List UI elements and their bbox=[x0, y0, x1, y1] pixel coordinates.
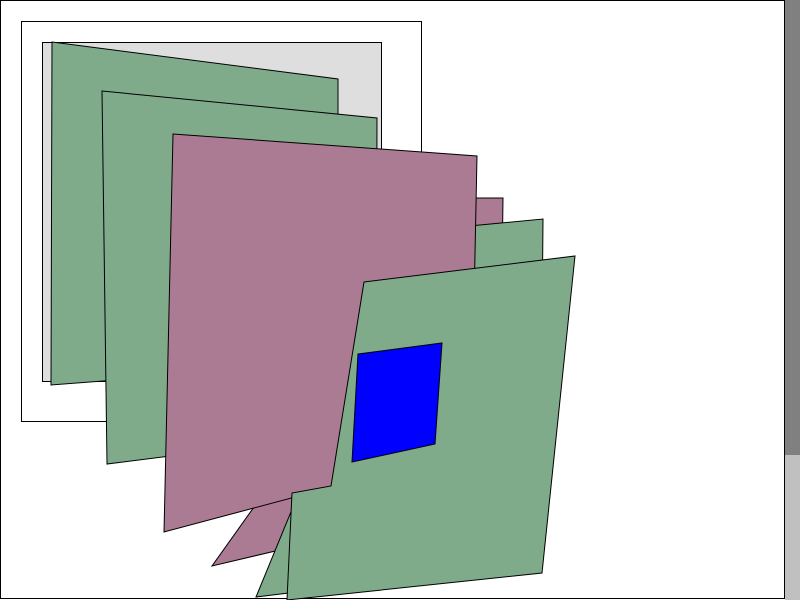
scrollbar-thumb[interactable] bbox=[785, 0, 800, 455]
blue-square bbox=[351, 342, 443, 463]
layered-planes-diagram bbox=[0, 0, 785, 601]
